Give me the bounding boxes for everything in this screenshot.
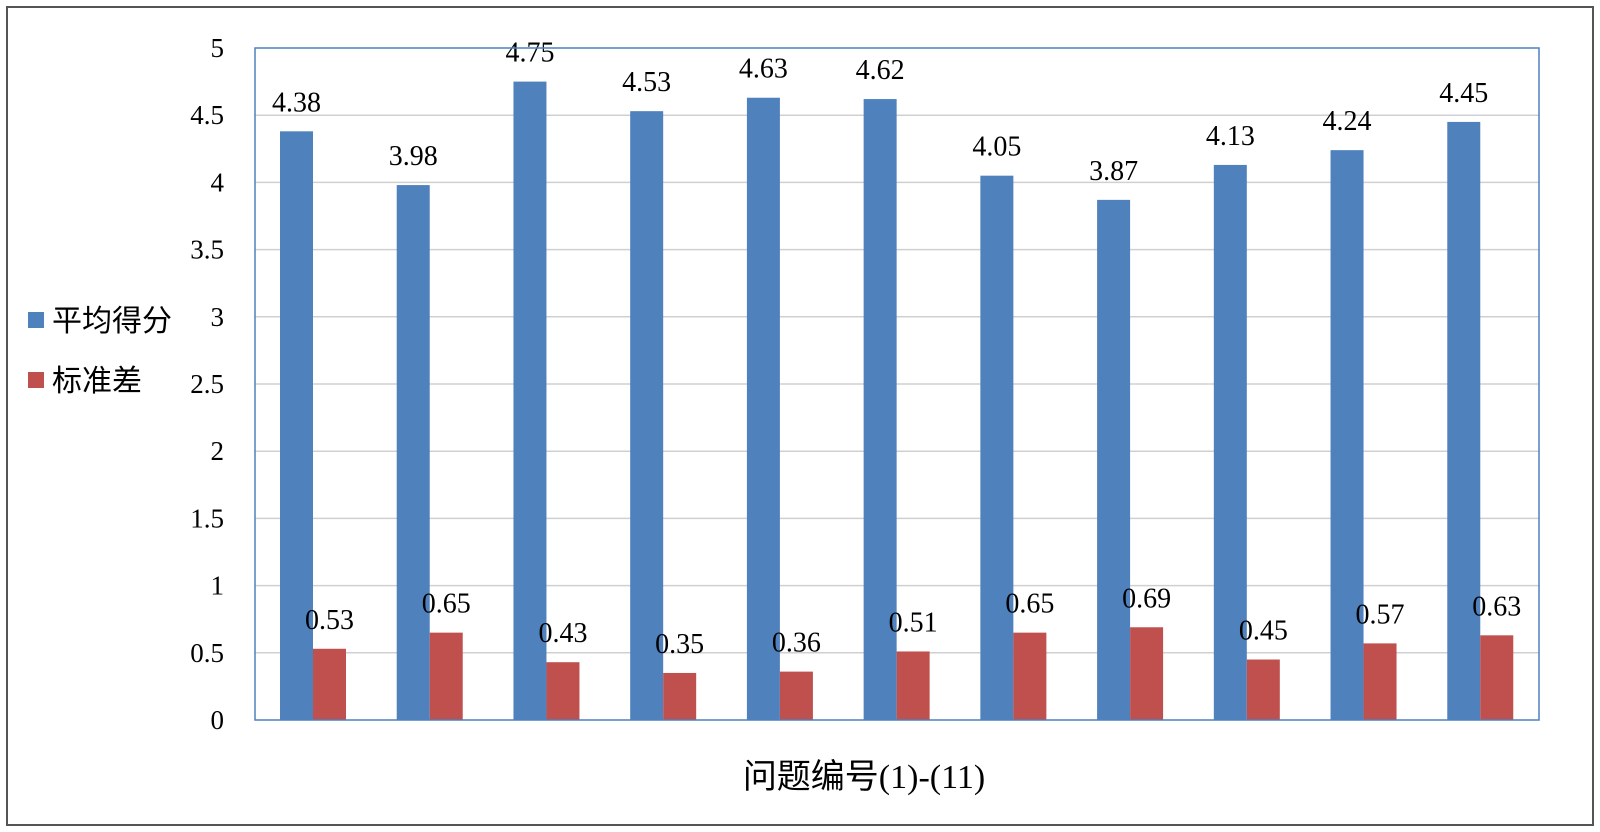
bar [1013,632,1047,720]
y-tick-label: 3 [211,302,225,332]
data-label: 0.53 [305,605,354,636]
bar [1447,121,1481,721]
data-label: 0.36 [772,628,821,659]
bar [1213,164,1247,721]
data-label: 4.53 [622,67,671,98]
bar [1130,627,1164,720]
bar [1363,643,1397,720]
y-tick-label: 4.5 [190,100,224,130]
bar [313,648,346,720]
x-axis-title: 问题编号(1)-(11) [743,758,985,796]
bar [896,651,930,720]
data-label: 4.62 [856,55,905,86]
y-tick-label: 1.5 [190,503,224,533]
bar [1246,659,1280,720]
bar-chart: 00.511.522.533.544.55 4.383.984.754.53 4.… [28,33,1540,796]
legend-label: 平均得分 [52,304,172,339]
data-label: 0.35 [655,629,704,660]
bar [396,185,430,720]
data-label: 4.38 [272,87,321,118]
legend-swatch [28,372,44,388]
bar [280,131,313,720]
data-label: 0.57 [1356,599,1405,630]
bars [280,81,1514,721]
y-axis-ticks: 0 0.5 1 1.5 2 2.5 3 3.5 4 4.5 5 [190,33,224,735]
data-label: 4.13 [1206,121,1255,152]
bar [863,99,897,720]
plot-area-border [254,47,1540,721]
data-label: 0.63 [1472,591,1521,622]
gridlines [255,114,1539,654]
legend-label: 标准差 [52,364,142,399]
data-label: 0.45 [1239,616,1288,647]
bar [1330,150,1364,721]
bar [1097,199,1131,720]
data-label: 4.24 [1323,106,1372,137]
data-label: 4.63 [739,54,788,85]
data-label: 4.75 [505,38,554,69]
legend-swatch [28,312,44,328]
bar [630,111,664,721]
bar [513,81,547,721]
bar [746,97,780,720]
y-tick-label: 2.5 [190,369,224,399]
data-label: 0.43 [538,618,587,649]
y-tick-label: 3.5 [190,235,224,265]
bar [1480,635,1514,720]
y-tick-label: 5 [211,33,225,63]
data-label: 3.98 [389,141,438,172]
data-label: 0.65 [1005,589,1054,620]
y-tick-label: 0.5 [190,638,224,668]
y-tick-label: 2 [211,436,225,466]
bar [429,632,463,720]
bar [663,672,697,720]
data-label: 0.51 [889,607,938,638]
y-tick-label: 4 [211,167,225,197]
chart-frame: 0 0.5 1 1.5 2 2.5 3 3.5 4 4.5 5 4.38 3.98 4.75 4.53 4.… [6,6,1594,826]
y-tick-label: 0 [211,705,225,735]
data-label: 0.69 [1122,583,1171,614]
data-labels: 4.38 3.98 4.75 4.53 4.63 4.62 4.05 3.87 4.13 4.24… [272,38,1521,660]
bar [980,175,1014,720]
y-tick-label: 1 [211,571,225,601]
bar [546,662,580,720]
data-label: 0.65 [422,589,471,620]
data-label: 3.87 [1089,156,1138,187]
data-label: 4.45 [1439,78,1488,109]
data-label: 4.05 [972,132,1021,163]
bar [779,671,813,720]
